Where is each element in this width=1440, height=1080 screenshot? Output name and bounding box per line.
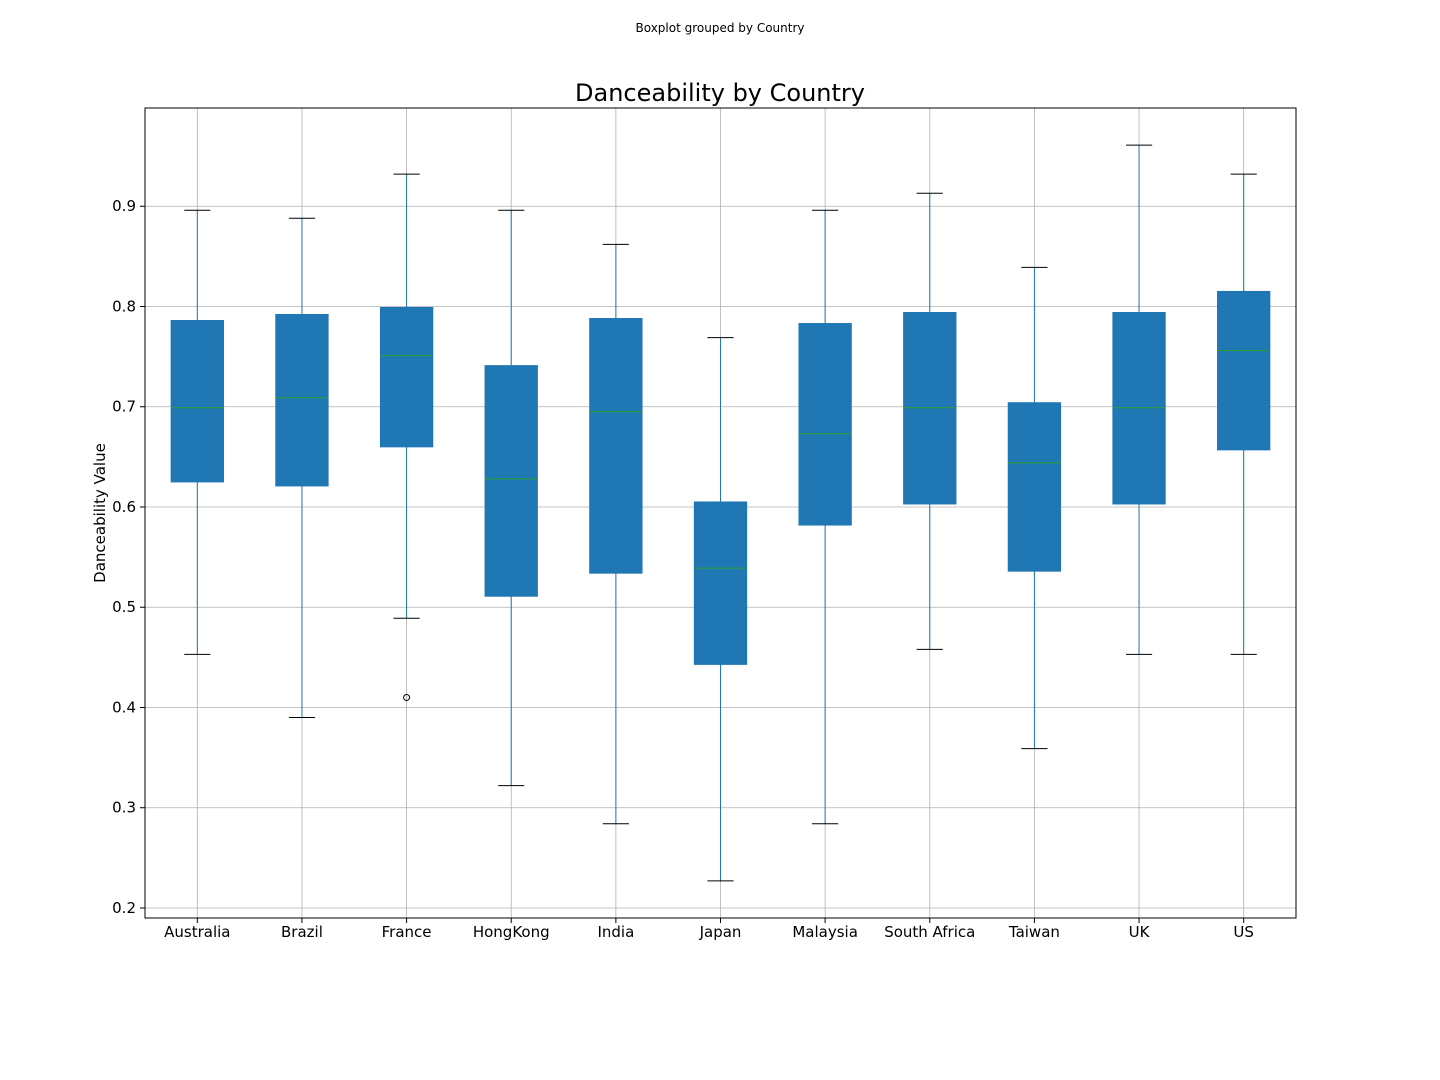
box-hongkong [484,209,538,787]
x-tick-label: Australia [164,923,230,941]
plot-frame [144,107,1297,919]
x-tick-label: South Africa [884,923,975,941]
box-uk [1112,144,1166,655]
box-south-africa [903,192,957,650]
x-tick-label: Taiwan [1008,923,1060,941]
figure-suptitle: Boxplot grouped by Country [636,21,805,35]
box-body [798,323,852,526]
box-brazil [275,217,329,719]
x-tick-label: Japan [699,923,742,941]
box-body [1112,312,1166,505]
box-body [1217,290,1271,451]
x-tick-label: US [1233,923,1254,941]
outlier-point [403,693,411,701]
y-axis-label: Danceability Value [91,443,109,583]
box-body [379,306,434,448]
y-tick-label: 0.7 [112,398,136,416]
y-tick-label: 0.9 [112,197,136,215]
box-body [275,314,329,487]
box-body [693,501,748,665]
box-body [1007,402,1062,572]
box-body [484,365,538,597]
y-tick-label: 0.6 [112,498,136,516]
box-japan [693,337,748,882]
y-tick-label: 0.5 [112,598,136,616]
box-body [170,320,224,483]
chart-title: Danceability by Country [575,79,865,107]
boxplots [170,144,1271,882]
box-taiwan [1007,266,1062,750]
x-tick-label: France [382,923,432,941]
y-tick-label: 0.3 [112,799,136,817]
axes: 0.2 0.3 0.4 0.5 0.6 0.7 0.8 0.9 Australia Brazil F… [112,197,1254,941]
box-india [589,243,643,825]
y-tick-label: 0.4 [112,698,136,716]
box-australia [170,209,224,655]
x-tick-label: HongKong [473,923,550,941]
x-tick-label: India [597,923,634,941]
box-body [589,318,643,574]
x-tick-label: Brazil [281,923,323,941]
box-malaysia [798,209,852,825]
y-tick-label: 0.2 [112,899,136,917]
x-tick-label: UK [1129,923,1151,941]
box-france [379,173,434,701]
box-us [1217,173,1271,655]
y-tick-label: 0.8 [112,297,136,315]
box-body [903,312,957,505]
x-tick-label: Malaysia [792,923,858,941]
